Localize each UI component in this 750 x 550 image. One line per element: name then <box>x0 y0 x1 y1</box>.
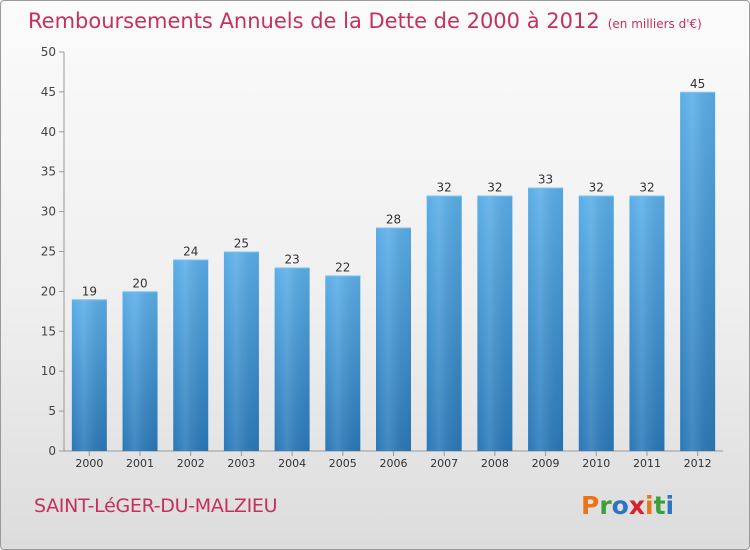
bar-shine <box>528 187 564 451</box>
data-label: 32 <box>639 181 654 195</box>
bar-shine <box>680 91 716 452</box>
data-label: 32 <box>437 181 452 195</box>
data-label: 25 <box>234 237 249 251</box>
bar-shine <box>629 195 665 451</box>
chart-labels: 0 5 10 15 20 25 30 35 40 45 50 19 2000 20 2001 24 2002 25… <box>41 45 712 470</box>
x-tick-label: 2003 <box>227 457 255 470</box>
chart-title: Remboursements Annuels de la Dette de 20… <box>28 9 702 33</box>
bar-shine <box>376 227 411 451</box>
x-tick-label: 2006 <box>380 457 408 470</box>
bar-shine <box>477 195 513 451</box>
x-tick-label: 2009 <box>532 457 560 470</box>
logo-letter: i <box>645 491 654 520</box>
data-label: 20 <box>132 276 147 290</box>
x-tick-label: 2005 <box>329 457 357 470</box>
x-tick-label: 2007 <box>430 457 458 470</box>
bar-shine <box>578 195 614 451</box>
x-tick-label: 2001 <box>126 457 154 470</box>
y-tick-label: 0 <box>48 444 56 458</box>
data-label: 32 <box>487 181 502 195</box>
x-tick-label: 2011 <box>633 457 661 470</box>
data-label: 28 <box>386 213 401 227</box>
town-name: SAINT-LéGER-DU-MALZIEU <box>34 495 278 517</box>
data-label: 45 <box>690 77 705 91</box>
logo-letter: x <box>628 491 645 520</box>
data-label: 24 <box>183 244 198 258</box>
bar-shine <box>71 299 107 451</box>
data-label: 32 <box>589 181 604 195</box>
y-tick-label: 50 <box>41 45 56 59</box>
chart-bars <box>71 91 716 452</box>
x-tick-label: 2010 <box>582 457 610 470</box>
bar-shine <box>223 251 259 451</box>
y-tick-label: 35 <box>41 165 56 179</box>
bar-shine <box>173 259 209 451</box>
chart-unit: (en milliers d'€) <box>607 17 702 31</box>
logo-letter: i <box>665 491 675 520</box>
logo-letter: t <box>653 491 666 520</box>
logo-letter: P <box>581 491 600 520</box>
y-tick-label: 5 <box>48 404 56 418</box>
data-label: 22 <box>335 260 350 274</box>
y-tick-label: 15 <box>41 324 56 338</box>
data-label: 33 <box>538 173 553 187</box>
y-tick-label: 10 <box>41 364 56 378</box>
proxiti-logo[interactable]: Proxiti <box>581 491 674 520</box>
chart-title-text: Remboursements Annuels de la Dette de 20… <box>28 9 600 33</box>
bar-shine <box>122 291 158 451</box>
y-tick-label: 30 <box>41 205 56 219</box>
x-tick-label: 2004 <box>278 457 306 470</box>
data-label: 23 <box>284 252 299 266</box>
y-tick-label: 20 <box>41 284 56 298</box>
y-tick-label: 25 <box>41 245 56 259</box>
bar-shine <box>274 267 310 451</box>
logo-letter: r <box>599 491 612 520</box>
data-label: 19 <box>82 284 97 298</box>
bar-shine <box>426 195 462 451</box>
bar-shine <box>325 275 361 451</box>
x-tick-label: 2000 <box>75 457 103 470</box>
y-tick-label: 40 <box>41 125 56 139</box>
y-tick-label: 45 <box>41 85 56 99</box>
x-tick-label: 2002 <box>177 457 205 470</box>
x-tick-label: 2008 <box>481 457 509 470</box>
logo-letter: o <box>611 491 629 520</box>
x-tick-label: 2012 <box>684 457 712 470</box>
